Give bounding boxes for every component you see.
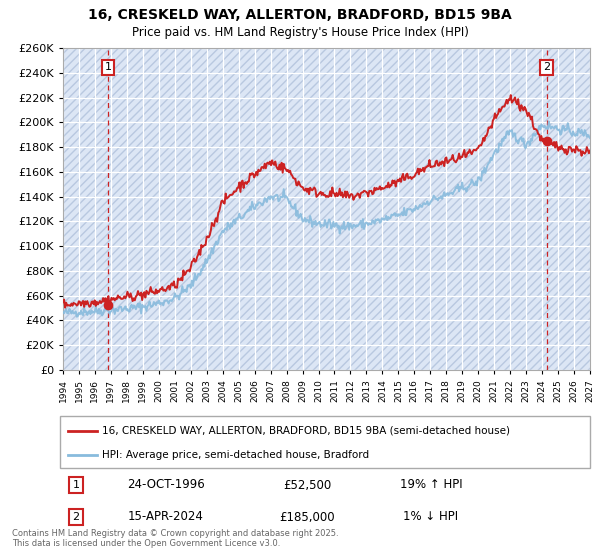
Text: £52,500: £52,500	[283, 478, 331, 492]
Text: 15-APR-2024: 15-APR-2024	[128, 511, 204, 524]
FancyBboxPatch shape	[60, 416, 590, 468]
Text: 2: 2	[73, 512, 79, 522]
Text: 16, CRESKELD WAY, ALLERTON, BRADFORD, BD15 9BA: 16, CRESKELD WAY, ALLERTON, BRADFORD, BD…	[88, 8, 512, 22]
Text: 1% ↓ HPI: 1% ↓ HPI	[403, 511, 458, 524]
Text: HPI: Average price, semi-detached house, Bradford: HPI: Average price, semi-detached house,…	[103, 450, 370, 460]
Text: £185,000: £185,000	[280, 511, 335, 524]
Text: 1: 1	[73, 480, 79, 490]
Text: 19% ↑ HPI: 19% ↑ HPI	[400, 478, 463, 492]
Text: 16, CRESKELD WAY, ALLERTON, BRADFORD, BD15 9BA (semi-detached house): 16, CRESKELD WAY, ALLERTON, BRADFORD, BD…	[103, 426, 511, 436]
Text: 2: 2	[543, 62, 550, 72]
Text: 1: 1	[104, 62, 112, 72]
Text: 24-OCT-1996: 24-OCT-1996	[127, 478, 205, 492]
Text: Price paid vs. HM Land Registry's House Price Index (HPI): Price paid vs. HM Land Registry's House …	[131, 26, 469, 39]
Text: Contains HM Land Registry data © Crown copyright and database right 2025.
This d: Contains HM Land Registry data © Crown c…	[12, 529, 338, 548]
